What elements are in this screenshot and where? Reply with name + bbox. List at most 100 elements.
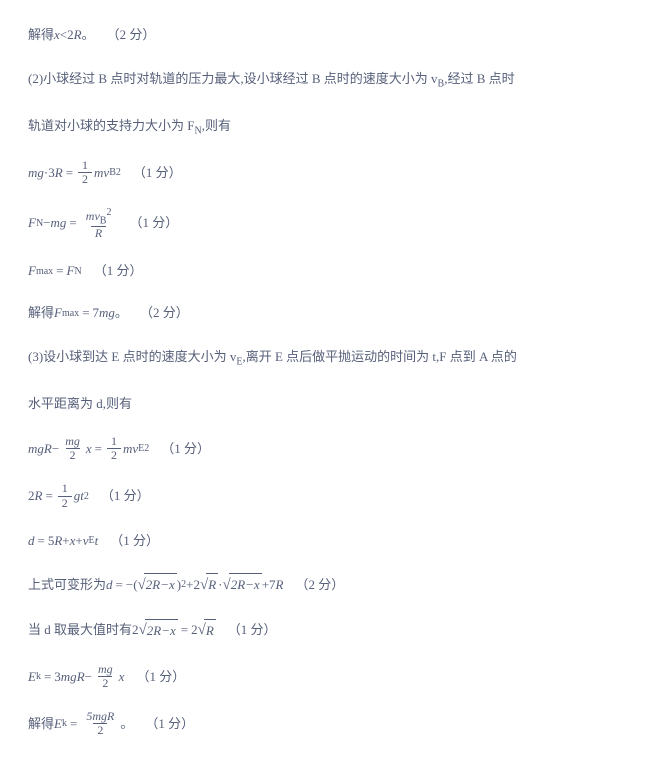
points: （1 分） <box>110 530 159 552</box>
var-d: d <box>28 530 35 552</box>
var-t: t <box>95 530 99 552</box>
var-E: E <box>54 713 62 735</box>
frac-num: mg <box>61 435 84 448</box>
text: 解得 <box>28 302 54 324</box>
eq: = <box>56 260 63 282</box>
eq-line-16: 解得 E k = 5mgR 2 。 （1 分） <box>28 710 621 737</box>
sub-B: B <box>109 164 116 181</box>
var-m: m <box>123 438 132 460</box>
text: 水平距离为 d,则有 <box>28 396 132 411</box>
frac-den: 2 <box>58 496 72 510</box>
eq-line-14: 当 d 取最大值时有 2 2R−x = 2 R （1 分） <box>28 617 621 643</box>
eq-line-5: F N − mg = mvB2 R （1 分） <box>28 207 621 241</box>
text: (3)设小球到达 E 点时的速度大小为 v <box>28 349 236 364</box>
plus: + <box>262 574 269 596</box>
frac-num: 1 <box>107 435 121 448</box>
sqrt-icon: R <box>198 617 216 643</box>
points: （1 分） <box>145 713 194 735</box>
text: ,离开 E 点后做平抛运动的时间为 t,F 点到 A 点的 <box>242 349 516 364</box>
frac-den: R <box>91 226 106 240</box>
points: （1 分） <box>161 438 210 460</box>
var-R: R <box>74 24 82 46</box>
mg: mg <box>51 212 67 234</box>
points: （2 分） <box>296 574 345 596</box>
text: ,经过 B 点时 <box>444 71 514 86</box>
eq-line-6: F max = F N （1 分） <box>28 260 621 282</box>
eq: = <box>116 574 123 596</box>
sup-2: 2 <box>144 440 149 457</box>
sup-2: 2 <box>116 164 121 181</box>
fraction: mvB2 R <box>82 207 116 241</box>
plus: + <box>75 530 82 552</box>
mg: mg <box>28 438 44 460</box>
text: 。 <box>115 302 128 324</box>
sub-k: k <box>62 715 67 732</box>
lt: < <box>60 24 67 46</box>
var-F: F <box>28 212 36 234</box>
fraction: 5mgR 2 <box>82 710 118 737</box>
eq: = <box>95 438 102 460</box>
var-R: R <box>54 530 62 552</box>
eq-line-11: 2 R = 1 2 g t 2 （1 分） <box>28 482 621 509</box>
fraction: mg 2 <box>94 663 117 690</box>
text: ,则有 <box>202 118 231 133</box>
var-F: F <box>28 260 36 282</box>
eq: = <box>69 212 76 234</box>
var-x: x <box>86 438 92 460</box>
plus: + <box>186 574 193 596</box>
text: 上式可变形为 <box>28 574 106 596</box>
text: (2)小球经过 B 点时对轨道的压力最大,设小球经过 B 点时的速度大小为 v <box>28 71 438 86</box>
paragraph-2: (2)小球经过 B 点时对轨道的压力最大,设小球经过 B 点时的速度大小为 vB… <box>28 66 621 95</box>
points: （1 分） <box>94 260 143 282</box>
var-m: m <box>94 162 103 184</box>
sub-N: N <box>194 125 201 136</box>
minus: − <box>43 212 50 234</box>
sqrt-icon: 2R−x <box>222 572 261 598</box>
var-F: F <box>54 302 62 324</box>
eq-line-15: E k = 3 mg R − mg 2 x （1 分） <box>28 663 621 690</box>
fraction: mg 2 <box>61 435 84 462</box>
points: （1 分） <box>129 212 178 234</box>
text: 解得 <box>28 24 54 46</box>
eq: = <box>45 485 52 507</box>
radicand: 2R−x <box>144 573 177 596</box>
eq: = <box>38 530 45 552</box>
var-x: x <box>119 666 125 688</box>
points: （1 分） <box>136 666 185 688</box>
minus: − <box>85 666 92 688</box>
mg: mg <box>99 302 115 324</box>
sub-N: N <box>74 263 81 280</box>
line-1: 解得 x < 2 R 。 （2 分） <box>28 24 621 46</box>
var-R: R <box>77 666 85 688</box>
fraction-half: 1 2 <box>58 482 72 509</box>
text: 。 <box>82 24 95 46</box>
eq-line-7: 解得 F max = 7 mg 。 （2 分） <box>28 302 621 324</box>
text: 。 <box>120 713 133 735</box>
frac-den: 2 <box>66 448 80 462</box>
radicand: R <box>206 573 218 596</box>
sup-2: 2 <box>84 488 89 505</box>
var-F: F <box>67 260 75 282</box>
points: （2 分） <box>107 24 156 46</box>
radicand: 2R−x <box>229 573 262 596</box>
eq: = <box>82 302 89 324</box>
paragraph-9: 水平距离为 d,则有 <box>28 391 621 417</box>
var-R: R <box>55 162 63 184</box>
sqrt-icon: 2R−x <box>139 617 178 643</box>
sqrt-icon: R <box>200 572 218 598</box>
var-E: E <box>28 666 36 688</box>
mg: mg <box>28 162 44 184</box>
points: （1 分） <box>133 162 182 184</box>
frac-num: 1 <box>78 159 92 172</box>
var-d: d <box>106 574 113 596</box>
sub-N: N <box>36 215 43 232</box>
sub-max: max <box>62 305 79 322</box>
plus: + <box>62 530 69 552</box>
sqrt-icon: 2R−x <box>138 572 177 598</box>
frac-num: 1 <box>58 482 72 495</box>
minus: − <box>52 438 59 460</box>
neg: − <box>126 574 133 596</box>
text: 轨道对小球的支持力大小为 F <box>28 118 194 133</box>
paragraph-8: (3)设小球到达 E 点时的速度大小为 vE,离开 E 点后做平抛运动的时间为 … <box>28 344 621 373</box>
radicand: 2R−x <box>145 619 178 642</box>
